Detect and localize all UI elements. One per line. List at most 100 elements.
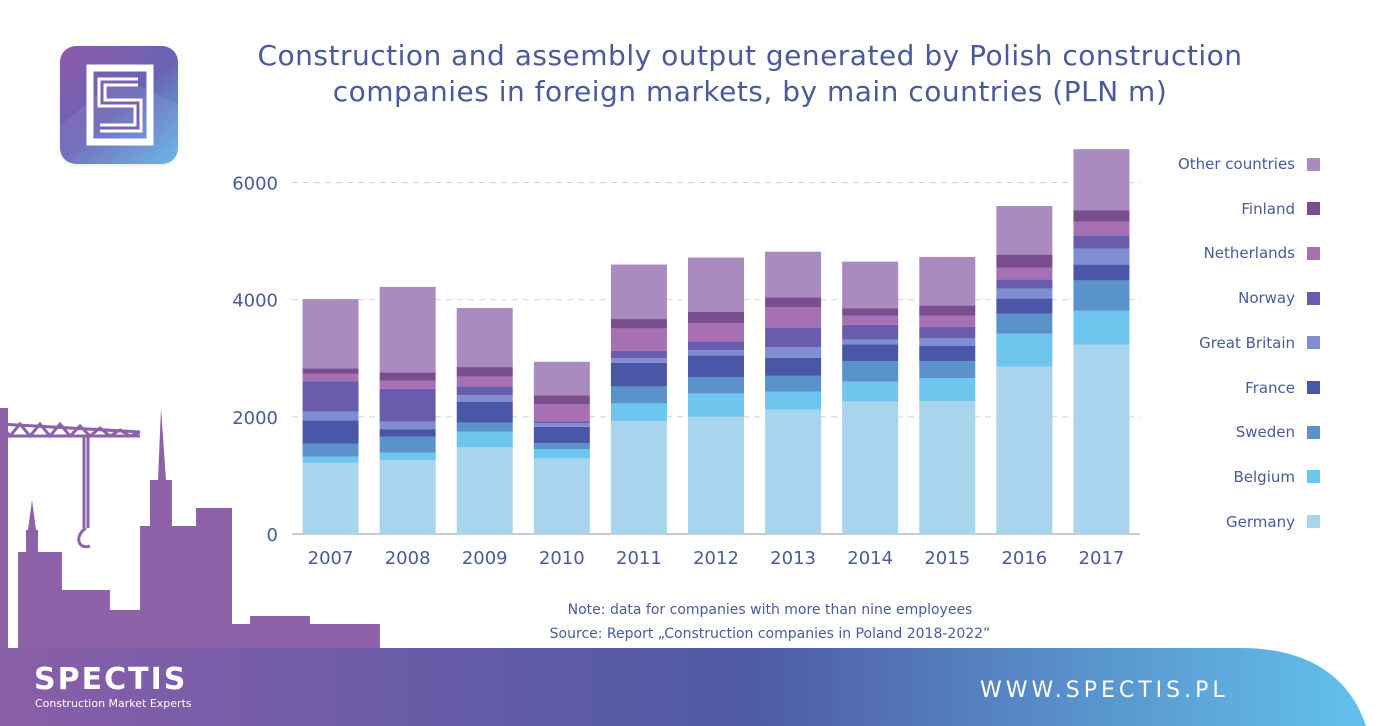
chart-source: Source: Report „Construction companies i… — [549, 626, 991, 642]
bar-segment — [456, 447, 513, 534]
bar-segment — [533, 423, 590, 427]
bar-segment — [302, 462, 359, 534]
bar-segment — [765, 307, 822, 328]
x-tick-label: 2016 — [1001, 548, 1047, 569]
bar-segment — [996, 267, 1053, 280]
bar-segment — [842, 315, 899, 325]
bar-segment — [688, 323, 744, 342]
bar-segment — [610, 420, 667, 534]
bar-segment — [919, 256, 976, 306]
bar-segment — [688, 416, 744, 534]
legend-item: Great Britain — [1199, 331, 1320, 355]
legend-swatch — [1307, 381, 1320, 394]
x-tick-label: 2014 — [847, 548, 893, 569]
legend-label: Other countries — [1177, 155, 1295, 173]
legend-item: Other countries — [1178, 152, 1320, 176]
bar-segment — [456, 422, 513, 432]
legend-label: Norway — [1238, 289, 1295, 308]
bar-segment — [842, 381, 899, 402]
bar-segment — [533, 361, 590, 396]
bar-segment — [302, 411, 359, 421]
legend-label: Belgium — [1233, 467, 1296, 486]
legend-label: Netherlands — [1203, 244, 1295, 263]
bar-segment — [996, 206, 1053, 255]
x-tick-label: 2008 — [385, 548, 431, 569]
x-tick-label: 2012 — [693, 548, 739, 569]
bar-segment — [302, 368, 359, 374]
bar-segment — [610, 386, 667, 404]
brand-name: SPECTIS — [34, 662, 188, 697]
legend-item: Norway — [1238, 286, 1320, 310]
website-link[interactable]: WWW.SPECTIS.PL — [980, 678, 1229, 703]
y-tick-label: 0 — [267, 525, 278, 546]
bar-segment — [456, 307, 513, 368]
bar-segment — [765, 297, 822, 308]
bar-segment — [919, 326, 976, 339]
legend-swatch — [1307, 336, 1320, 350]
bar-segment — [765, 391, 822, 410]
bar-segment — [379, 452, 436, 461]
bar-segment — [996, 288, 1053, 299]
bar-segment — [765, 409, 822, 534]
bar-segment — [379, 436, 436, 453]
bar-segment — [302, 420, 359, 444]
bar-segment — [379, 460, 436, 534]
bar-segment — [842, 339, 899, 345]
bar-segment — [456, 376, 513, 387]
bar-segment — [302, 456, 359, 463]
bar-segment — [765, 375, 822, 392]
bar-segment — [688, 355, 744, 378]
bar-segment — [919, 401, 976, 534]
bar-segment — [610, 362, 667, 387]
bar-segment — [842, 324, 899, 340]
bar-segment — [1073, 248, 1130, 265]
legend-label: Sweden — [1235, 423, 1295, 442]
y-tick-label: 4000 — [232, 291, 278, 312]
bar-segment — [842, 308, 899, 316]
legend-label: France — [1245, 378, 1295, 397]
bar-segment — [765, 251, 822, 298]
x-tick-label: 2013 — [770, 548, 816, 569]
bar-segment — [533, 443, 590, 450]
bar-segment — [456, 401, 513, 423]
y-tick-label: 6000 — [232, 174, 278, 195]
bar-segment — [1073, 280, 1130, 311]
bar-segment — [842, 361, 899, 382]
bar-segment — [688, 350, 744, 356]
legend-label: Finland — [1241, 199, 1295, 218]
legend-label: Great Britain — [1199, 333, 1295, 352]
bar-segment — [919, 361, 976, 379]
x-tick-label: 2015 — [924, 548, 970, 569]
bar-segment — [379, 286, 436, 373]
legend-item: Sweden — [1236, 420, 1320, 444]
bar-segment — [919, 378, 976, 402]
bar-segment — [996, 333, 1053, 367]
legend-swatch — [1307, 202, 1320, 216]
bar-segment — [610, 264, 667, 320]
brand-tagline: Construction Market Experts — [35, 697, 192, 710]
spectis-s-logo-icon — [60, 64, 178, 164]
bar-segment — [1073, 264, 1130, 281]
bar-segment — [610, 358, 667, 363]
x-tick-label: 2011 — [616, 548, 662, 569]
x-tick-label: 2009 — [462, 548, 508, 569]
bar-segment — [456, 431, 513, 448]
bar-segment — [996, 313, 1053, 334]
bar-segment — [996, 279, 1053, 289]
legend-item: Belgium — [1233, 465, 1320, 489]
legend-swatch — [1307, 157, 1320, 171]
bar-segment — [302, 299, 359, 369]
bar-segment — [919, 345, 976, 362]
bar-segment — [379, 380, 436, 389]
bar-segment — [919, 315, 976, 327]
bar-segment — [996, 298, 1053, 314]
legend-swatch — [1307, 246, 1320, 260]
bar-segment — [765, 357, 822, 376]
bar-segment — [996, 366, 1053, 534]
bar-segment — [688, 312, 744, 324]
bar-segment — [610, 403, 667, 421]
bar-segment — [919, 305, 976, 316]
legend-item: France — [1245, 376, 1320, 400]
bar-segment — [533, 426, 590, 444]
bar-segment — [1073, 310, 1130, 345]
